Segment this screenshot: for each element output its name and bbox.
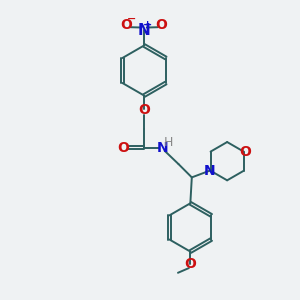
Text: N: N <box>204 164 215 178</box>
Text: O: O <box>184 257 196 271</box>
Text: +: + <box>143 20 153 30</box>
Text: O: O <box>138 103 150 117</box>
Text: N: N <box>157 141 168 155</box>
Text: O: O <box>239 145 251 159</box>
Text: −: − <box>127 14 136 24</box>
Text: N: N <box>138 23 151 38</box>
Text: O: O <box>117 141 129 155</box>
Text: O: O <box>121 18 132 32</box>
Text: H: H <box>164 136 173 148</box>
Text: O: O <box>155 18 167 32</box>
